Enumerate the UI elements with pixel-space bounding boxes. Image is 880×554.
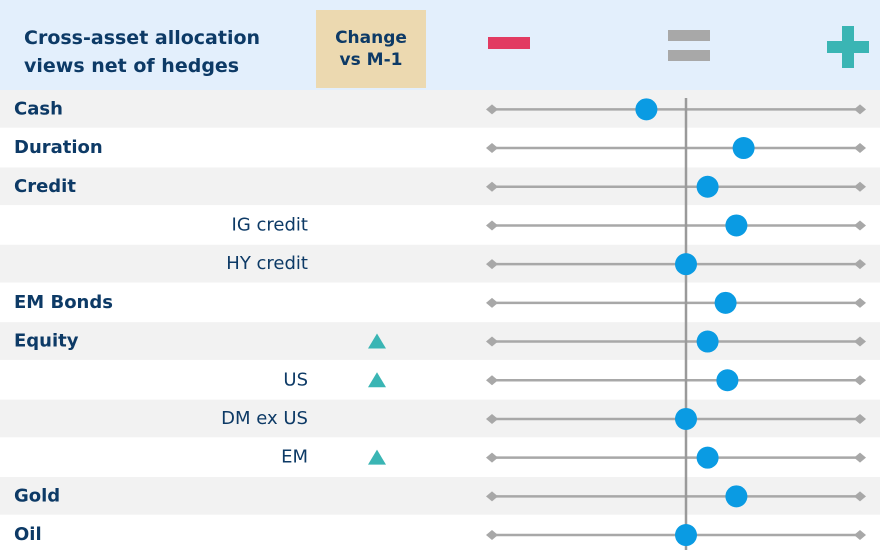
scale-end (486, 104, 498, 115)
change-header: Change vs M-1 (335, 28, 407, 70)
change-up-arrow (368, 333, 386, 349)
view-dot (732, 137, 755, 160)
row-label: Gold (14, 485, 60, 506)
scale-end (854, 297, 866, 308)
scale-end (486, 491, 498, 502)
view-dot (675, 253, 697, 276)
row-label: HY credit (226, 253, 308, 274)
scale-end (854, 530, 866, 541)
scale-end (854, 375, 866, 386)
equal-icon (668, 30, 710, 41)
view-dot (635, 98, 658, 121)
scale-end (486, 375, 498, 386)
header-band (0, 0, 880, 90)
view-dot (716, 369, 739, 392)
row-label: Equity (14, 331, 79, 352)
row-label: EM Bonds (14, 292, 113, 313)
scale-end (486, 220, 498, 231)
chart-title: Cross-asset allocation views net of hedge… (24, 27, 260, 77)
scale-end (854, 104, 866, 115)
row-label: Oil (14, 524, 42, 545)
row-label: IG credit (232, 214, 308, 235)
view-dot (675, 524, 697, 547)
change-up-arrow (368, 449, 386, 465)
row-label: Duration (14, 137, 103, 158)
view-dot (725, 214, 748, 237)
row-label: Credit (14, 176, 76, 197)
view-dot (714, 291, 737, 314)
scale-end (486, 297, 498, 308)
row-bg (0, 515, 880, 554)
equal-icon (668, 50, 710, 61)
row-label: Cash (14, 98, 63, 119)
change-up-arrow (368, 372, 386, 388)
view-dot (696, 446, 719, 469)
scale-end (854, 336, 866, 347)
row-label: US (283, 369, 308, 390)
view-dot (696, 175, 719, 198)
view-dot (725, 485, 748, 508)
scale-end (486, 413, 498, 424)
scale-end (486, 336, 498, 347)
scale-end (486, 259, 498, 270)
scale-end (854, 259, 866, 270)
row-label: DM ex US (221, 408, 308, 429)
plus-icon (827, 41, 869, 53)
scale-end (486, 143, 498, 154)
row-label: EM (281, 447, 308, 468)
change-header-box (316, 10, 426, 88)
scale-end (854, 220, 866, 231)
rows: Cash Duration Credit IG credit HY credit EM B… (0, 90, 880, 554)
view-dot (675, 407, 697, 430)
minus-icon (488, 37, 530, 49)
view-dot (696, 330, 719, 353)
scale-end (854, 143, 866, 154)
scale-end (854, 181, 866, 192)
scale-end (486, 452, 498, 463)
scale-end (486, 530, 498, 541)
scale-end (854, 491, 866, 502)
scale-end (854, 452, 866, 463)
scale-end (854, 413, 866, 424)
scale-end (486, 181, 498, 192)
